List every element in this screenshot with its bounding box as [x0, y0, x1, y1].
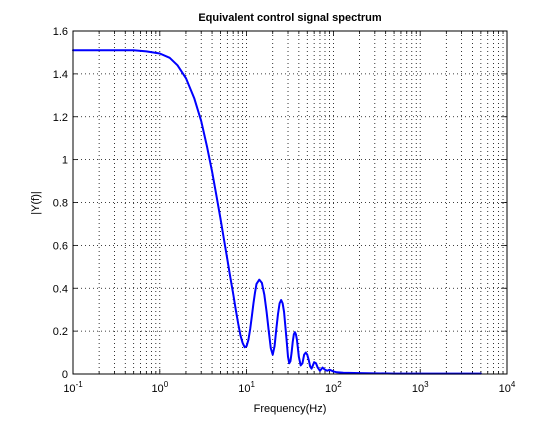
- x-tick-label: 102: [325, 380, 342, 395]
- y-tick-label: 0.6: [53, 240, 68, 252]
- y-axis-label: |Y(f)|: [30, 191, 42, 214]
- plot-frame: [72, 30, 508, 375]
- y-tick-label: 1.6: [53, 26, 68, 38]
- x-axis-label: Frequency(Hz): [254, 403, 327, 415]
- x-tick-label: 100: [151, 380, 168, 395]
- y-tick-label: 1: [62, 155, 68, 167]
- grid: [73, 31, 507, 374]
- x-tick-label: 104: [499, 380, 516, 395]
- y-tick-label: 0: [62, 369, 68, 381]
- y-tick-label: 1.2: [53, 112, 68, 124]
- y-tick-label: 0.4: [53, 283, 68, 295]
- y-tick-label: 0.8: [53, 198, 68, 210]
- x-tick-label: 101: [238, 380, 255, 395]
- y-tick-label: 0.2: [53, 326, 68, 338]
- chart-title: Equivalent control signal spectrum: [198, 12, 382, 24]
- spectrum-line: [72, 49, 482, 375]
- x-tick-label: 10-1: [63, 380, 83, 395]
- y-tick-labels: 0 0.2 0.4 0.6 0.8 1 1.2 1.4 1.6: [53, 26, 68, 381]
- x-tick-label: 103: [412, 380, 429, 395]
- y-tick-label: 1.4: [53, 69, 68, 81]
- x-tick-labels: 10-1 100 101 102 103 104: [63, 380, 516, 395]
- series-layer: [72, 49, 482, 375]
